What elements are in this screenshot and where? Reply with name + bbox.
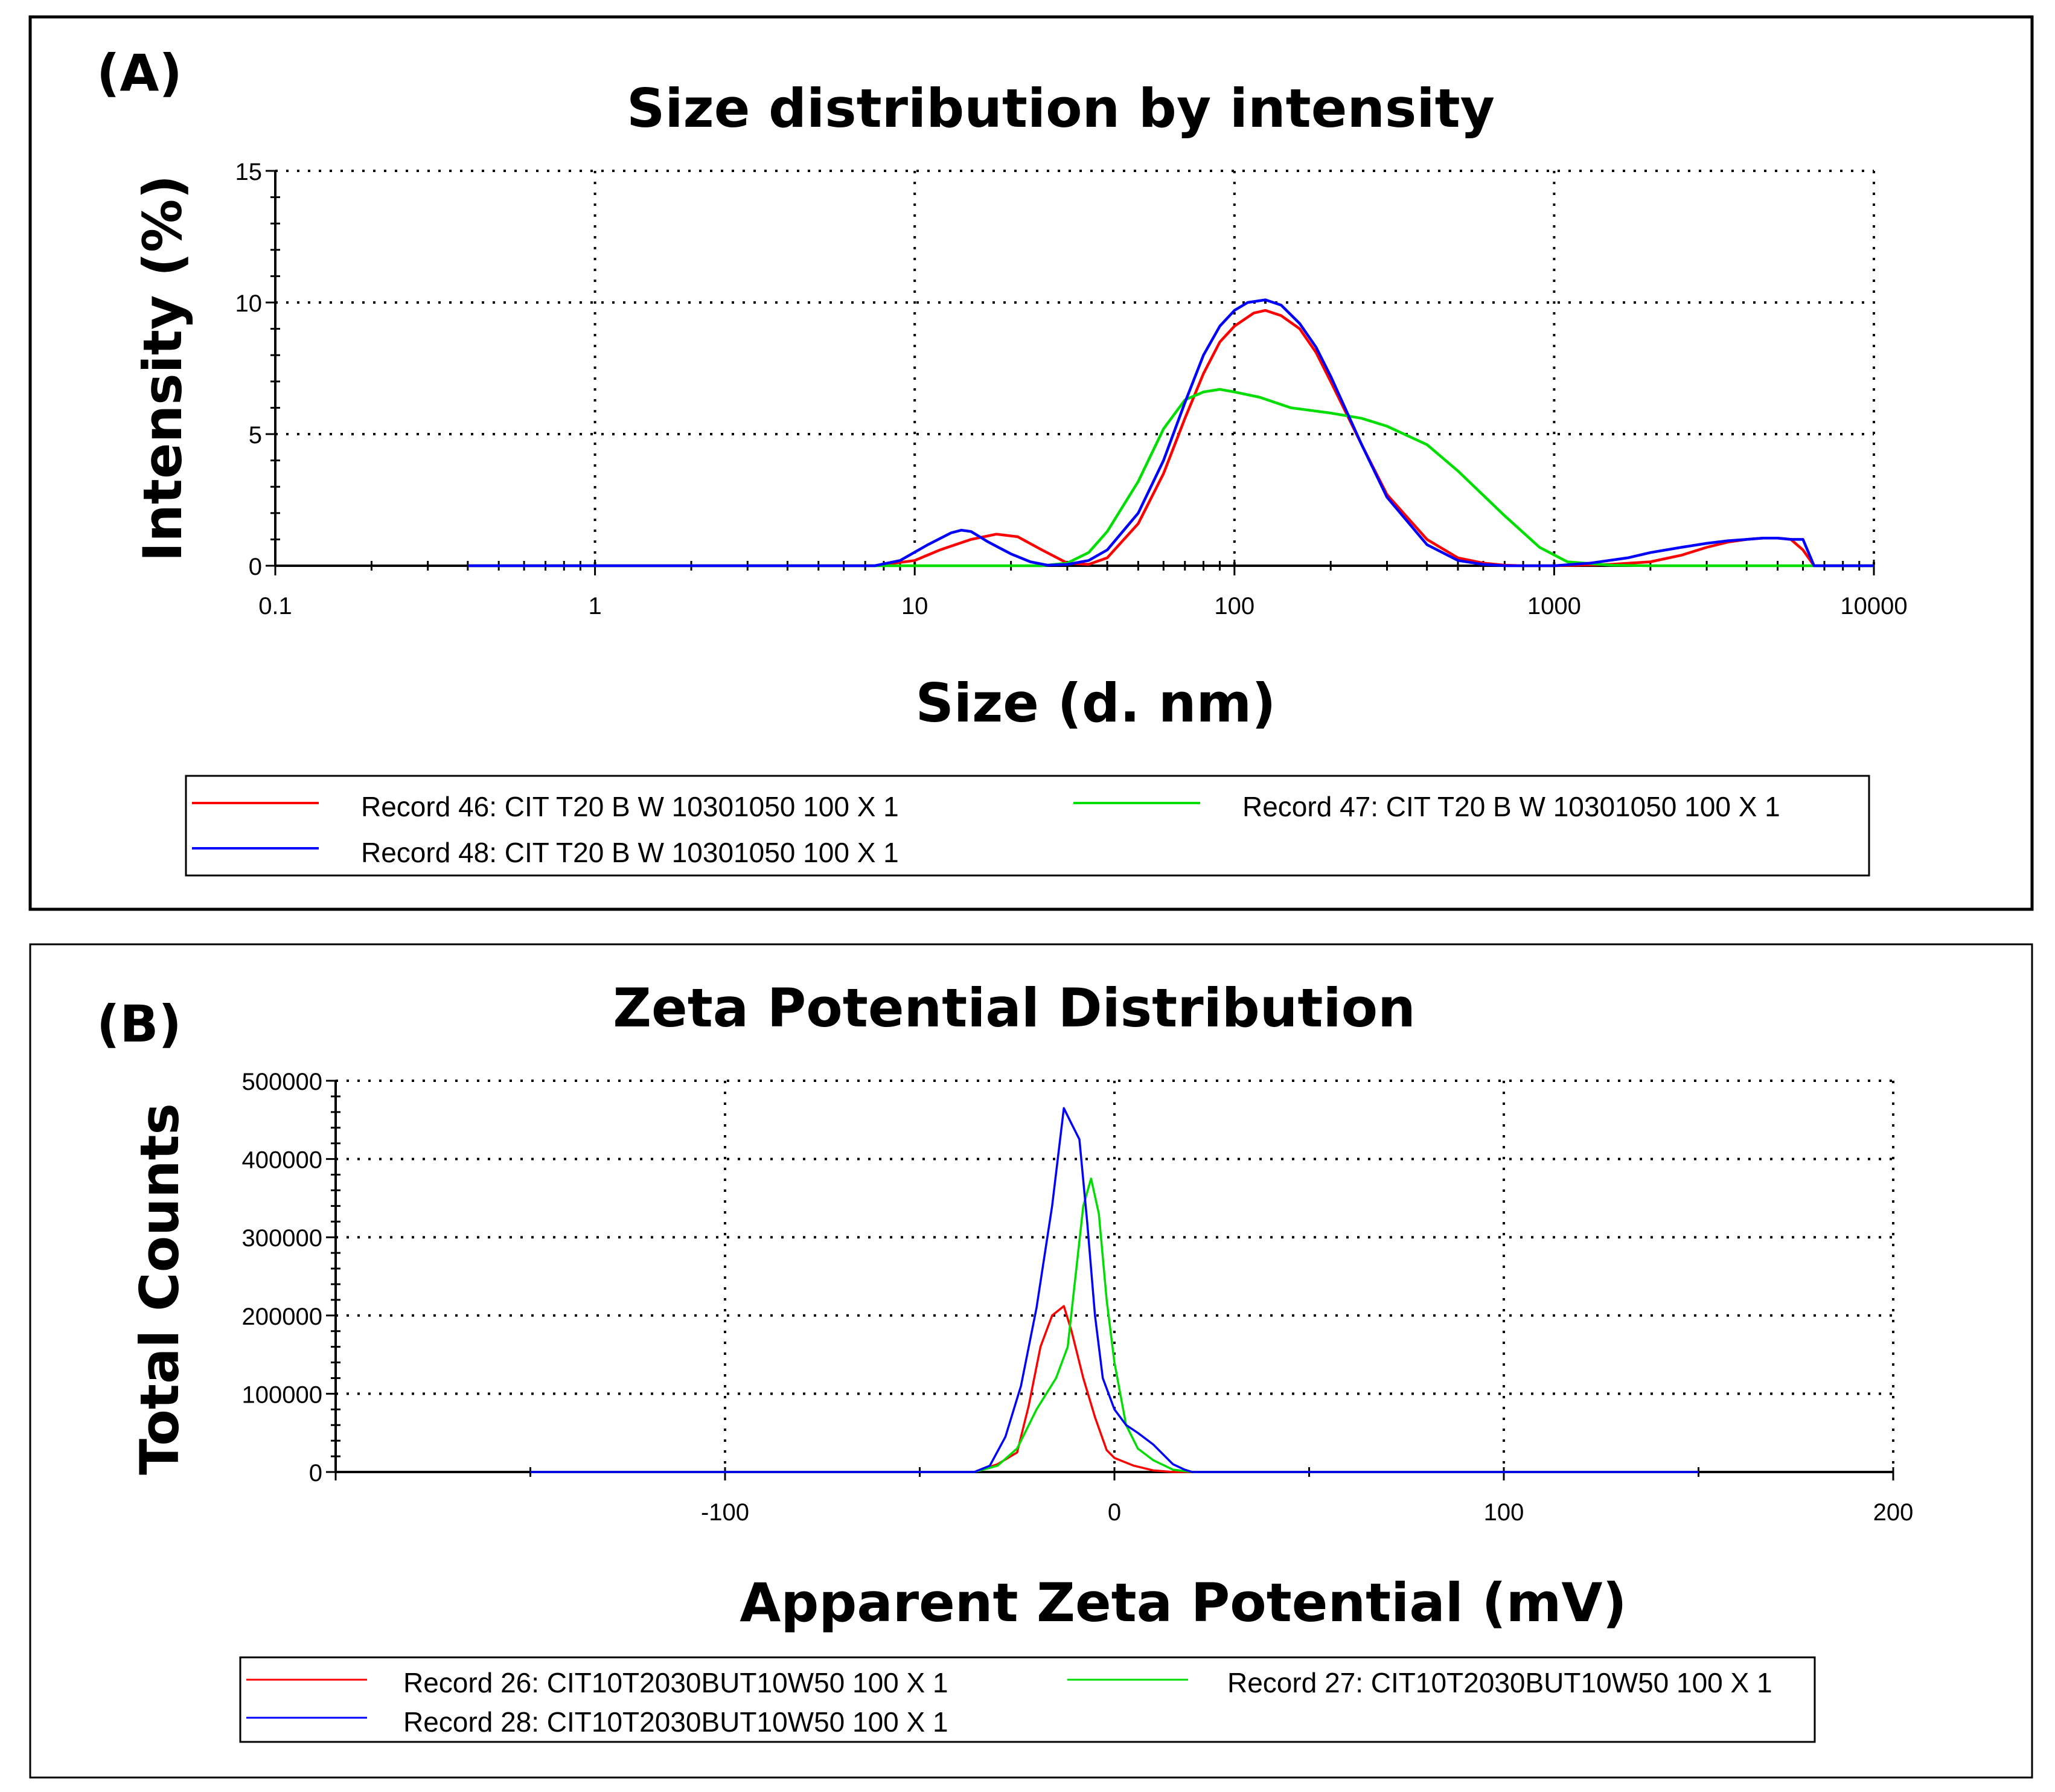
panel-b: (B) Zeta Potential Distribution Total Co… xyxy=(29,943,2033,1779)
panel-a-x-tick-label: 100 xyxy=(1214,593,1254,619)
panel-b-lines xyxy=(530,1107,1699,1473)
panel-b-title: Zeta Potential Distribution xyxy=(613,977,1416,1039)
panel-b-x-tick-label: 0 xyxy=(1108,1499,1121,1526)
panel-a-legend-label-blue: Record 48: CIT T20 B W 10301050 100 X 1 xyxy=(361,837,899,868)
panel-a-y-tick-label: 5 xyxy=(249,422,262,449)
panel-b-y-tick-labels: 0 100000 200000 300000 400000 500000 xyxy=(242,1069,322,1486)
panel-a-xlabel: Size (d. nm) xyxy=(916,672,1276,734)
panel-b-legend-label-blue: Record 28: CIT10T2030BUT10W50 100 X 1 xyxy=(403,1706,948,1738)
panel-b-axes xyxy=(326,1080,1894,1480)
panel-a-x-tick-label: 0.1 xyxy=(258,593,292,619)
panel-b-series-blue xyxy=(530,1107,1699,1473)
panel-a-lines xyxy=(467,298,1874,568)
panel-a-y-tick-label: 10 xyxy=(235,290,263,317)
panel-b-series-red xyxy=(530,1305,1699,1473)
panel-b-frame xyxy=(29,943,2033,1779)
panel-a-plot: 0.1 1 10 100 1000 10000 0 5 10 15 xyxy=(235,159,1908,619)
panel-b-grid xyxy=(336,1080,1894,1472)
panel-a-title: Size distribution by intensity xyxy=(627,77,1495,139)
panel-b-legend-label-red: Record 26: CIT10T2030BUT10W50 100 X 1 xyxy=(403,1667,948,1698)
panel-a-series-green xyxy=(467,388,1874,568)
panel-a-x-tick-labels: 0.1 1 10 100 1000 10000 xyxy=(258,593,1907,619)
panel-b-series-green xyxy=(530,1177,1699,1473)
panel-b-legend: Record 26: CIT10T2030BUT10W50 100 X 1 Re… xyxy=(239,1656,1816,1743)
panel-b-y-tick-label: 0 xyxy=(309,1460,322,1486)
panel-b-y-tick-label: 200000 xyxy=(242,1304,322,1330)
panel-b-x-tick-label: 200 xyxy=(1873,1499,1914,1526)
panel-a-x-tick-label: 1000 xyxy=(1527,593,1581,619)
panel-a-series-blue xyxy=(467,298,1874,568)
panel-b-y-tick-label: 400000 xyxy=(242,1147,322,1174)
panel-b-xlabel: Apparent Zeta Potential (mV) xyxy=(740,1572,1627,1634)
panel-b-x-tick-label: 100 xyxy=(1484,1499,1524,1526)
panel-a-frame xyxy=(28,15,2034,911)
panel-b-x-tick-labels: -100 0 100 200 xyxy=(701,1499,1913,1526)
panel-a-x-tick-label: 1 xyxy=(588,593,601,619)
panel-b-plot: -100 0 100 200 0 100000 200000 300000 400000 500… xyxy=(242,1069,1914,1526)
panel-a-legend-label-red: Record 46: CIT T20 B W 10301050 100 X 1 xyxy=(361,791,899,822)
panel-a-y-tick-label: 15 xyxy=(235,159,263,185)
panel-b-y-tick-label: 300000 xyxy=(242,1225,322,1252)
panel-b-x-tick-label: -100 xyxy=(701,1499,749,1526)
panel-a-y-tick-label: 0 xyxy=(249,554,262,580)
panel-a-y-tick-labels: 0 5 10 15 xyxy=(235,159,263,580)
panel-a-label: (A) xyxy=(97,43,182,103)
panel-b-y-tick-label: 500000 xyxy=(242,1069,322,1095)
panel-b-legend-frame xyxy=(239,1656,1816,1743)
panel-a-ylabel: Intensity (%) xyxy=(132,174,194,562)
panel-a-axes xyxy=(266,170,1875,575)
panel-b-ylabel: Total Counts xyxy=(129,1103,191,1475)
panel-a-legend-frame xyxy=(185,775,1870,877)
panel-b-label: (B) xyxy=(97,994,182,1054)
panel-a-x-tick-label: 10 xyxy=(901,593,928,619)
panel-b-legend-label-green: Record 27: CIT10T2030BUT10W50 100 X 1 xyxy=(1227,1667,1772,1698)
panel-a-x-tick-label: 10000 xyxy=(1840,593,1907,619)
panel-a-grid xyxy=(275,170,1875,566)
panel-b-y-tick-label: 100000 xyxy=(242,1381,322,1408)
panel-a-legend: Record 46: CIT T20 B W 10301050 100 X 1 … xyxy=(185,775,1870,877)
panel-a-legend-label-green: Record 47: CIT T20 B W 10301050 100 X 1 xyxy=(1242,791,1780,822)
panel-a: (A) Size distribution by intensity Inten… xyxy=(28,15,2034,911)
